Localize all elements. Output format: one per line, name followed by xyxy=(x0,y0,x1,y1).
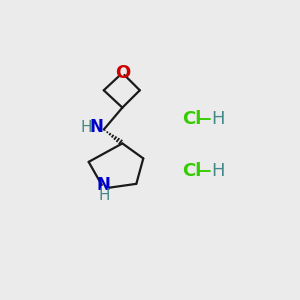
Text: H: H xyxy=(81,120,92,135)
Text: O: O xyxy=(115,64,130,82)
Text: H: H xyxy=(212,162,225,180)
Text: H: H xyxy=(212,110,225,128)
Text: Cl: Cl xyxy=(182,110,201,128)
Text: H: H xyxy=(98,188,110,203)
Text: N: N xyxy=(97,176,111,194)
Text: N: N xyxy=(90,118,104,136)
Text: Cl: Cl xyxy=(182,162,201,180)
